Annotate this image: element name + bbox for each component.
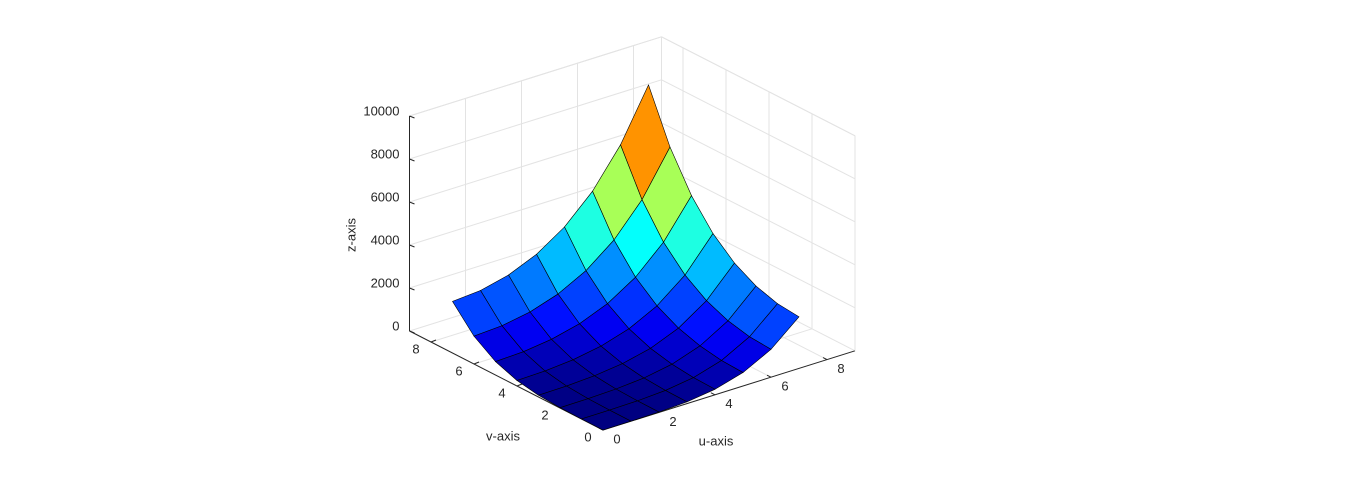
grid-line — [661, 79, 856, 180]
z-tick — [409, 287, 415, 291]
x-tick — [710, 392, 716, 396]
z-tick — [409, 201, 415, 205]
z-tick-label: 0 — [392, 318, 399, 333]
z-tick-label: 2000 — [371, 275, 400, 290]
z-axis-title: z-axis — [343, 218, 358, 252]
y-tick-label: 8 — [412, 341, 419, 356]
y-tick-label: 6 — [455, 363, 462, 378]
x-axis-title: u-axis — [699, 433, 734, 448]
z-tick-label: 4000 — [371, 232, 400, 247]
x-tick-label: 6 — [781, 379, 788, 394]
y-tick — [430, 339, 437, 343]
surface — [452, 84, 800, 431]
y-tick — [473, 361, 480, 365]
z-tick — [409, 115, 415, 119]
z-tick-label: 8000 — [371, 146, 400, 161]
y-axis-title: v-axis — [486, 428, 520, 443]
y-tick-label: 0 — [584, 429, 591, 444]
grid-line — [661, 122, 856, 223]
grid-line — [409, 79, 662, 160]
x-tick — [766, 374, 772, 378]
x-tick-label: 4 — [725, 396, 732, 411]
y-tick — [516, 383, 523, 387]
x-tick-label: 0 — [613, 431, 620, 446]
grid-line — [661, 165, 856, 266]
box-edge — [409, 36, 662, 117]
x-tick — [822, 357, 828, 361]
z-tick — [409, 330, 415, 334]
grid-line — [409, 122, 662, 203]
y-tick-label: 4 — [498, 385, 505, 400]
surface-patch — [580, 409, 632, 431]
y-tick-label: 2 — [541, 407, 548, 422]
z-tick-label: 10000 — [363, 103, 399, 118]
x-tick-label: 8 — [837, 361, 844, 376]
box-edge — [661, 36, 856, 137]
x-tick-label: 2 — [669, 414, 676, 429]
z-tick — [409, 244, 415, 248]
z-tick-label: 6000 — [371, 189, 400, 204]
z-tick — [409, 158, 415, 162]
